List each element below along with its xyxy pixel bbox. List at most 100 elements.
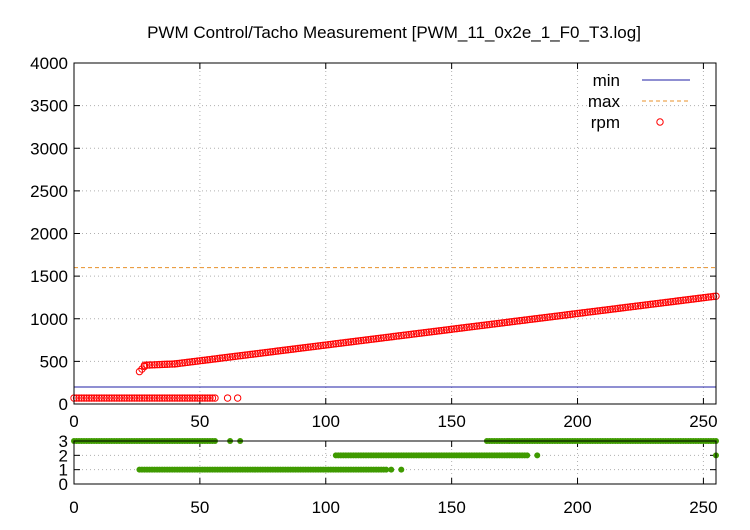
- state-xtick-label: 100: [312, 498, 340, 517]
- rpm-point: [541, 313, 549, 322]
- rpm-point: [236, 352, 244, 360]
- rpm-point: [286, 345, 295, 354]
- rpm-point: [354, 337, 363, 345]
- rpm-point: [578, 309, 587, 317]
- rpm-point: [296, 344, 305, 352]
- rpm-point: [140, 394, 149, 402]
- rpm-point: [566, 310, 574, 319]
- rpm-point: [103, 394, 111, 402]
- rpm-point: [218, 354, 227, 362]
- rpm-point: [201, 394, 209, 402]
- rpm-point: [435, 327, 443, 335]
- rpm-point: [473, 322, 481, 330]
- rpm-point: [666, 298, 675, 306]
- rpm-point: [216, 354, 224, 362]
- rpm-point: [143, 361, 151, 369]
- rpm-point: [77, 394, 86, 402]
- rpm-point: [264, 348, 272, 356]
- rpm-point: [677, 296, 685, 305]
- rpm-point: [135, 367, 144, 376]
- rpm-point: [311, 342, 320, 350]
- rpm-point: [281, 346, 290, 354]
- rpm-xtick-label: 150: [437, 412, 465, 431]
- rpm-ytick-label: 2000: [30, 225, 68, 244]
- state-point: [524, 452, 531, 459]
- rpm-point: [138, 394, 146, 402]
- rpm-point: [342, 338, 350, 347]
- rpm-point: [490, 320, 499, 328]
- rpm-point: [191, 394, 199, 402]
- rpm-point: [442, 326, 451, 334]
- rpm-point: [425, 328, 433, 336]
- rpm-point: [609, 305, 617, 313]
- rpm-point: [546, 313, 554, 321]
- rpm-point: [299, 344, 307, 352]
- rpm-point: [503, 318, 511, 327]
- rpm-point: [385, 333, 393, 341]
- rpm-point: [704, 293, 713, 301]
- rpm-ytick-label: 1000: [30, 310, 68, 329]
- rpm-point: [203, 394, 212, 402]
- rpm-point: [322, 341, 330, 349]
- state-point: [398, 466, 405, 473]
- rpm-point: [186, 394, 194, 402]
- rpm-point: [100, 394, 108, 402]
- rpm-point: [163, 360, 171, 368]
- rpm-point: [543, 313, 552, 321]
- rpm-point: [616, 304, 625, 312]
- rpm-point: [475, 322, 484, 330]
- rpm-point: [171, 394, 179, 402]
- rpm-point: [140, 361, 149, 369]
- rpm-point: [186, 358, 194, 366]
- rpm-point: [238, 351, 247, 360]
- rpm-point: [631, 302, 640, 310]
- rpm-point: [108, 394, 116, 402]
- rpm-point: [269, 347, 277, 356]
- rpm-point: [233, 352, 242, 360]
- rpm-point: [599, 306, 607, 315]
- state-ytick-label: 1: [59, 461, 68, 480]
- rpm-point: [450, 325, 458, 333]
- rpm-point: [395, 332, 403, 340]
- rpm-point: [193, 357, 202, 365]
- rpm-point: [97, 394, 106, 402]
- state-xtick-label: 150: [437, 498, 465, 517]
- rpm-point: [684, 295, 693, 304]
- rpm-point: [314, 342, 322, 350]
- rpm-point: [153, 360, 161, 369]
- rpm-point: [452, 324, 461, 333]
- rpm-point: [337, 339, 345, 347]
- rpm-point: [261, 348, 270, 357]
- rpm-point: [369, 335, 378, 343]
- rpm-point: [309, 342, 317, 351]
- rpm-point: [155, 360, 164, 369]
- rpm-point: [90, 394, 98, 402]
- rpm-point: [430, 327, 438, 336]
- rpm-point: [455, 324, 463, 333]
- rpm-point: [619, 304, 627, 312]
- rpm-point: [614, 304, 622, 313]
- rpm-point: [306, 343, 315, 351]
- rpm-point: [244, 351, 252, 359]
- legend-label-max: max: [588, 92, 621, 111]
- rpm-point: [226, 353, 234, 361]
- rpm-point: [601, 306, 609, 314]
- rpm-point: [470, 322, 479, 331]
- rpm-point: [160, 394, 169, 402]
- rpm-point: [664, 298, 672, 306]
- rpm-point: [621, 303, 630, 312]
- rpm-point: [468, 323, 476, 331]
- rpm-point: [702, 293, 710, 302]
- rpm-point: [160, 360, 169, 369]
- rpm-point: [611, 305, 619, 313]
- rpm-point: [458, 324, 466, 332]
- rpm-point: [228, 352, 237, 361]
- rpm-point: [145, 394, 154, 402]
- rpm-point: [500, 318, 509, 327]
- rpm-point: [95, 394, 103, 402]
- rpm-point: [158, 394, 166, 402]
- rpm-point: [659, 299, 667, 307]
- rpm-point: [183, 358, 191, 367]
- rpm-point: [682, 296, 690, 304]
